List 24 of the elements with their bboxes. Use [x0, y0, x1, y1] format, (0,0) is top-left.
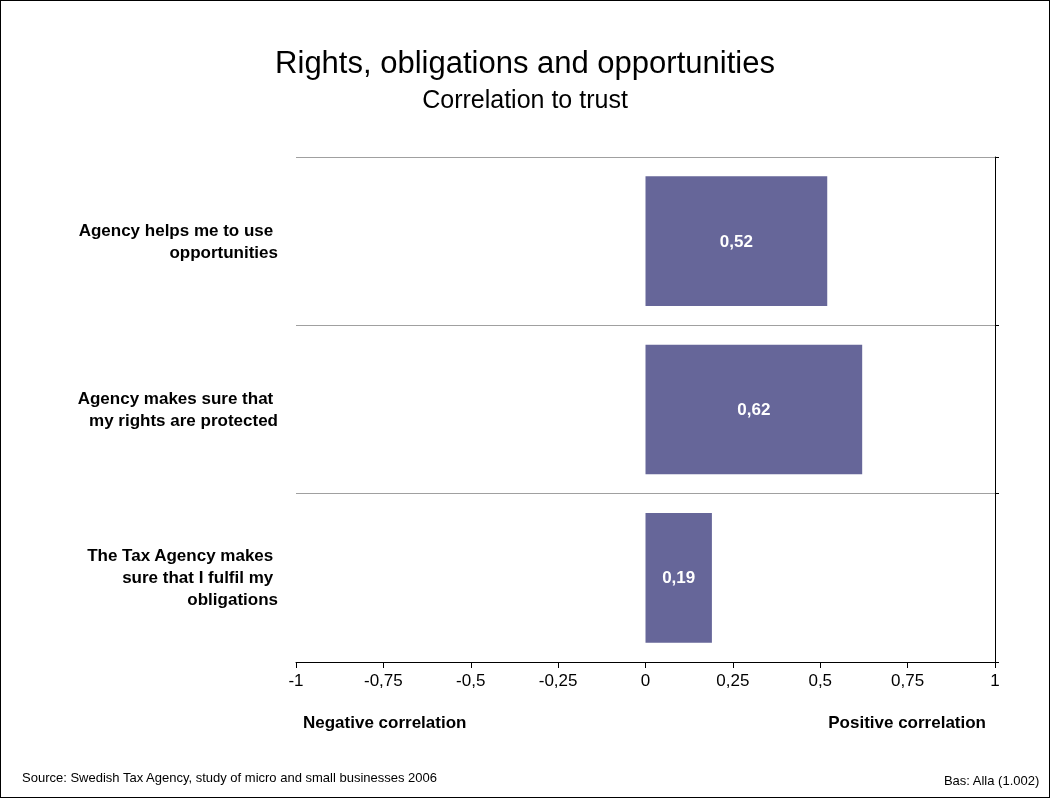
- x-tick-label: 0,75: [891, 671, 925, 690]
- x-tick-label: 0,5: [808, 671, 833, 690]
- y-tick-label: The Tax Agency makes sure that I fulfil my obligations: [87, 546, 278, 610]
- x-tick-label: -1: [288, 671, 304, 690]
- y-tick-label: Agency makes sure that my rights are protected: [77, 389, 278, 430]
- bar: [645, 176, 828, 306]
- x-tick-label: 1: [990, 671, 1000, 690]
- x-tick-label: 0,25: [716, 671, 750, 690]
- y-tick-label: Agency helps me to use opportunities: [78, 220, 278, 262]
- text: Negative correlation: [303, 713, 467, 732]
- text: Positive correlation: [828, 713, 987, 732]
- x-tick-label: 0: [640, 671, 651, 690]
- data-label: 0,19: [662, 568, 696, 588]
- bar: [645, 344, 863, 475]
- chart-title: Rights, obligations and opportunities: [275, 45, 775, 80]
- data-label: 0,52: [719, 231, 753, 251]
- source-note: Source: Swedish Tax Agency, study of micro and small businesses 2006: [22, 770, 438, 785]
- x-tick-label: -0,75: [364, 671, 403, 690]
- bar: [645, 513, 712, 643]
- chart-subtitle: Correlation to trust: [422, 84, 628, 113]
- data-label: 0,62: [737, 400, 771, 419]
- x-tick-label: -0,25: [538, 671, 578, 690]
- text: Bas: Alla (1.002): [943, 773, 1040, 788]
- x-tick-label: -0,5: [456, 671, 486, 690]
